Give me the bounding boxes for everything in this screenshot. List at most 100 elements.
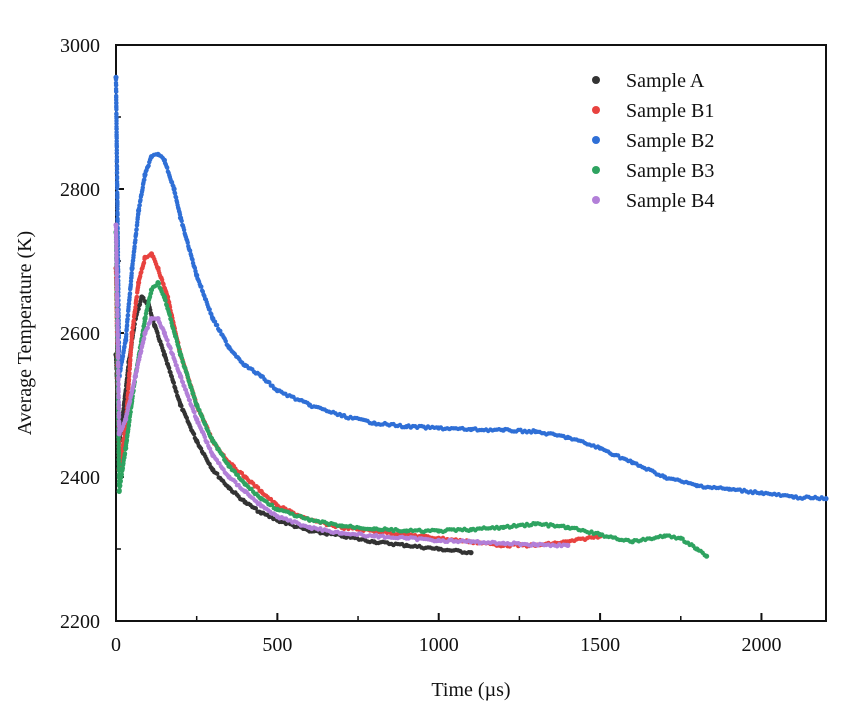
x-tick-label: 1500 bbox=[580, 634, 620, 656]
data-point-fill bbox=[133, 304, 138, 310]
data-point-fill bbox=[148, 307, 153, 313]
data-point-fill bbox=[167, 312, 172, 318]
data-point-fill bbox=[138, 197, 143, 203]
x-axis-title: Time (µs) bbox=[431, 679, 510, 701]
data-point-fill bbox=[141, 260, 147, 265]
data-point bbox=[704, 553, 710, 559]
data-point-fill bbox=[190, 257, 195, 262]
y-tick-label: 2400 bbox=[60, 467, 100, 489]
data-point-fill bbox=[179, 375, 184, 380]
data-point-fill bbox=[163, 298, 168, 303]
data-point-fill bbox=[115, 303, 120, 308]
data-point-fill bbox=[114, 126, 119, 132]
data-point-fill bbox=[166, 365, 172, 371]
data-point-fill bbox=[187, 398, 192, 403]
data-point-fill bbox=[115, 314, 120, 319]
data-point-fill bbox=[156, 281, 162, 286]
data-point-fill bbox=[133, 231, 139, 236]
x-tick-label: 500 bbox=[262, 634, 292, 656]
data-point-fill bbox=[134, 294, 140, 300]
data-point-fill bbox=[114, 176, 120, 181]
data-point-fill bbox=[171, 380, 176, 385]
data-point-fill bbox=[176, 345, 181, 350]
data-point-fill bbox=[146, 163, 151, 168]
data-point-fill bbox=[113, 83, 119, 88]
data-point-fill bbox=[114, 166, 120, 172]
data-point bbox=[823, 496, 829, 502]
data-point-fill bbox=[181, 227, 187, 233]
data-point-fill bbox=[168, 346, 173, 351]
data-point-fill bbox=[120, 353, 126, 359]
data-point-fill bbox=[131, 318, 136, 323]
data-point-fill bbox=[145, 325, 150, 330]
data-point-fill bbox=[207, 307, 212, 312]
data-point-fill bbox=[199, 284, 204, 289]
data-point-fill bbox=[127, 291, 133, 296]
data-point-fill bbox=[116, 406, 122, 411]
data-point-fill bbox=[118, 483, 123, 488]
data-point-fill bbox=[126, 377, 132, 382]
data-point-fill bbox=[185, 375, 191, 380]
data-point-fill bbox=[205, 440, 210, 445]
data-point-fill bbox=[215, 471, 220, 476]
data-point-fill bbox=[132, 244, 137, 249]
data-point-fill bbox=[192, 410, 197, 415]
data-point-fill bbox=[114, 287, 120, 293]
data-point-fill bbox=[143, 314, 148, 320]
data-point-fill bbox=[191, 391, 196, 396]
data-point-fill bbox=[133, 237, 138, 243]
data-point-fill bbox=[137, 203, 142, 208]
data-point-fill bbox=[165, 338, 170, 343]
data-point-fill bbox=[203, 422, 208, 427]
data-point-fill bbox=[124, 332, 129, 337]
data-point-fill bbox=[116, 442, 121, 447]
series-sample-b1 bbox=[113, 251, 603, 549]
data-point-fill bbox=[115, 186, 120, 191]
data-point-fill bbox=[128, 282, 133, 287]
data-point bbox=[565, 542, 571, 549]
data-point-fill bbox=[125, 312, 131, 318]
data-point-fill bbox=[221, 453, 226, 459]
legend-marker bbox=[592, 196, 600, 204]
y-tick-label: 3000 bbox=[60, 35, 100, 57]
data-point-fill bbox=[128, 357, 133, 362]
data-point-fill bbox=[127, 370, 132, 376]
legend-label: Sample B3 bbox=[626, 160, 714, 182]
data-point-fill bbox=[179, 218, 184, 224]
data-point-fill bbox=[181, 360, 186, 365]
legend-label: Sample B1 bbox=[626, 100, 714, 122]
legend-marker bbox=[592, 166, 600, 174]
data-point-fill bbox=[139, 348, 144, 354]
legend-marker bbox=[592, 136, 600, 144]
data-point-fill bbox=[125, 390, 131, 395]
data-point-fill bbox=[114, 89, 119, 94]
data-point-fill bbox=[120, 465, 126, 471]
data-point-fill bbox=[116, 364, 121, 369]
data-point-fill bbox=[141, 336, 147, 341]
legend: Sample A Sample B1 Sample B2 Sample B3 Sampl… bbox=[592, 70, 714, 212]
data-point-fill bbox=[115, 212, 120, 218]
y-tick-label: 2200 bbox=[60, 611, 100, 633]
data-point-fill bbox=[116, 395, 121, 400]
data-point-fill bbox=[116, 415, 122, 420]
data-point-fill bbox=[114, 144, 120, 150]
data-point-fill bbox=[185, 240, 190, 245]
data-point-fill bbox=[114, 170, 120, 176]
data-point bbox=[468, 550, 474, 556]
data-point-fill bbox=[116, 437, 121, 443]
data-point-fill bbox=[114, 159, 120, 165]
data-point-fill bbox=[214, 322, 220, 328]
data-point-fill bbox=[116, 424, 122, 429]
data-point-fill bbox=[142, 177, 147, 182]
data-point-fill bbox=[116, 389, 121, 395]
data-point-fill bbox=[115, 328, 120, 333]
data-point-fill bbox=[179, 403, 184, 409]
data-point-fill bbox=[191, 431, 197, 437]
legend-marker bbox=[592, 76, 600, 84]
data-point-fill bbox=[128, 279, 134, 284]
legend-label: Sample B2 bbox=[626, 130, 714, 152]
data-point-fill bbox=[115, 308, 120, 313]
data-point-fill bbox=[113, 77, 119, 82]
y-axis-title: Average Temperature (K) bbox=[14, 231, 36, 435]
data-point-fill bbox=[127, 398, 133, 404]
